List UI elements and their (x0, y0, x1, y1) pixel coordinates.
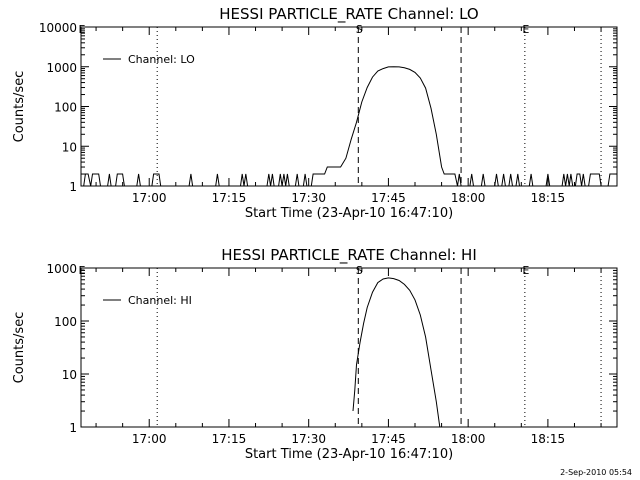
x-tick-label: 17:00 (132, 191, 167, 205)
x-tick-label: 18:15 (531, 191, 566, 205)
y-tick-label: 10 (62, 368, 77, 382)
x-tick-label: 18:00 (451, 432, 486, 446)
x-tick-label: 18:00 (451, 191, 486, 205)
plot-timestamp: 2-Sep-2010 05:54 (560, 468, 632, 477)
y-tick-label: 100 (54, 315, 77, 329)
plot-frame (80, 26, 618, 187)
x-tick-label: 17:15 (212, 191, 247, 205)
time-marker-label: S (356, 264, 363, 277)
series-line (81, 66, 617, 187)
time-marker-label: S (356, 23, 363, 36)
x-tick-label: 17:30 (291, 432, 326, 446)
x-tick-label: 17:15 (212, 432, 247, 446)
time-marker-label: E (79, 23, 86, 36)
x-tick-label: 18:15 (531, 432, 566, 446)
x-tick-label: 17:00 (132, 432, 167, 446)
legend-label: Channel: HI (128, 294, 192, 307)
time-marker-label: E (522, 264, 529, 277)
hi-channel-panel: HESSI PARTICLE_RATE Channel: HI 17:00 17:1… (12, 246, 618, 462)
y-tick-label: 1000 (46, 262, 77, 276)
y-tick-label: 10000 (39, 21, 77, 35)
chart-title: HESSI PARTICLE_RATE Channel: LO (219, 5, 478, 24)
x-tick-label: 17:45 (371, 191, 406, 205)
x-tick-label: 17:45 (371, 432, 406, 446)
y-tick-label: 100 (54, 101, 77, 115)
lo-channel-panel: HESSI PARTICLE_RATE Channel: LO 17:00 17:1… (12, 5, 618, 221)
y-tick-label: 1 (69, 180, 77, 194)
y-axis-label: Counts/sec (12, 312, 27, 384)
x-axis-label: Start Time (23-Apr-10 16:47:10) (245, 447, 453, 462)
y-axis-label: Counts/sec (12, 71, 27, 143)
x-axis-label: Start Time (23-Apr-10 16:47:10) (245, 206, 453, 221)
time-marker-label: E (522, 23, 529, 36)
legend-label: Channel: LO (128, 53, 195, 66)
time-marker-label: E (79, 264, 86, 277)
y-tick-label: 10 (62, 140, 77, 154)
chart-title: HESSI PARTICLE_RATE Channel: HI (221, 246, 477, 265)
plot-frame (80, 267, 618, 428)
y-tick-label: 1 (69, 421, 77, 435)
series-line (352, 277, 441, 428)
x-tick-label: 17:30 (291, 191, 326, 205)
y-tick-label: 1000 (46, 61, 77, 75)
